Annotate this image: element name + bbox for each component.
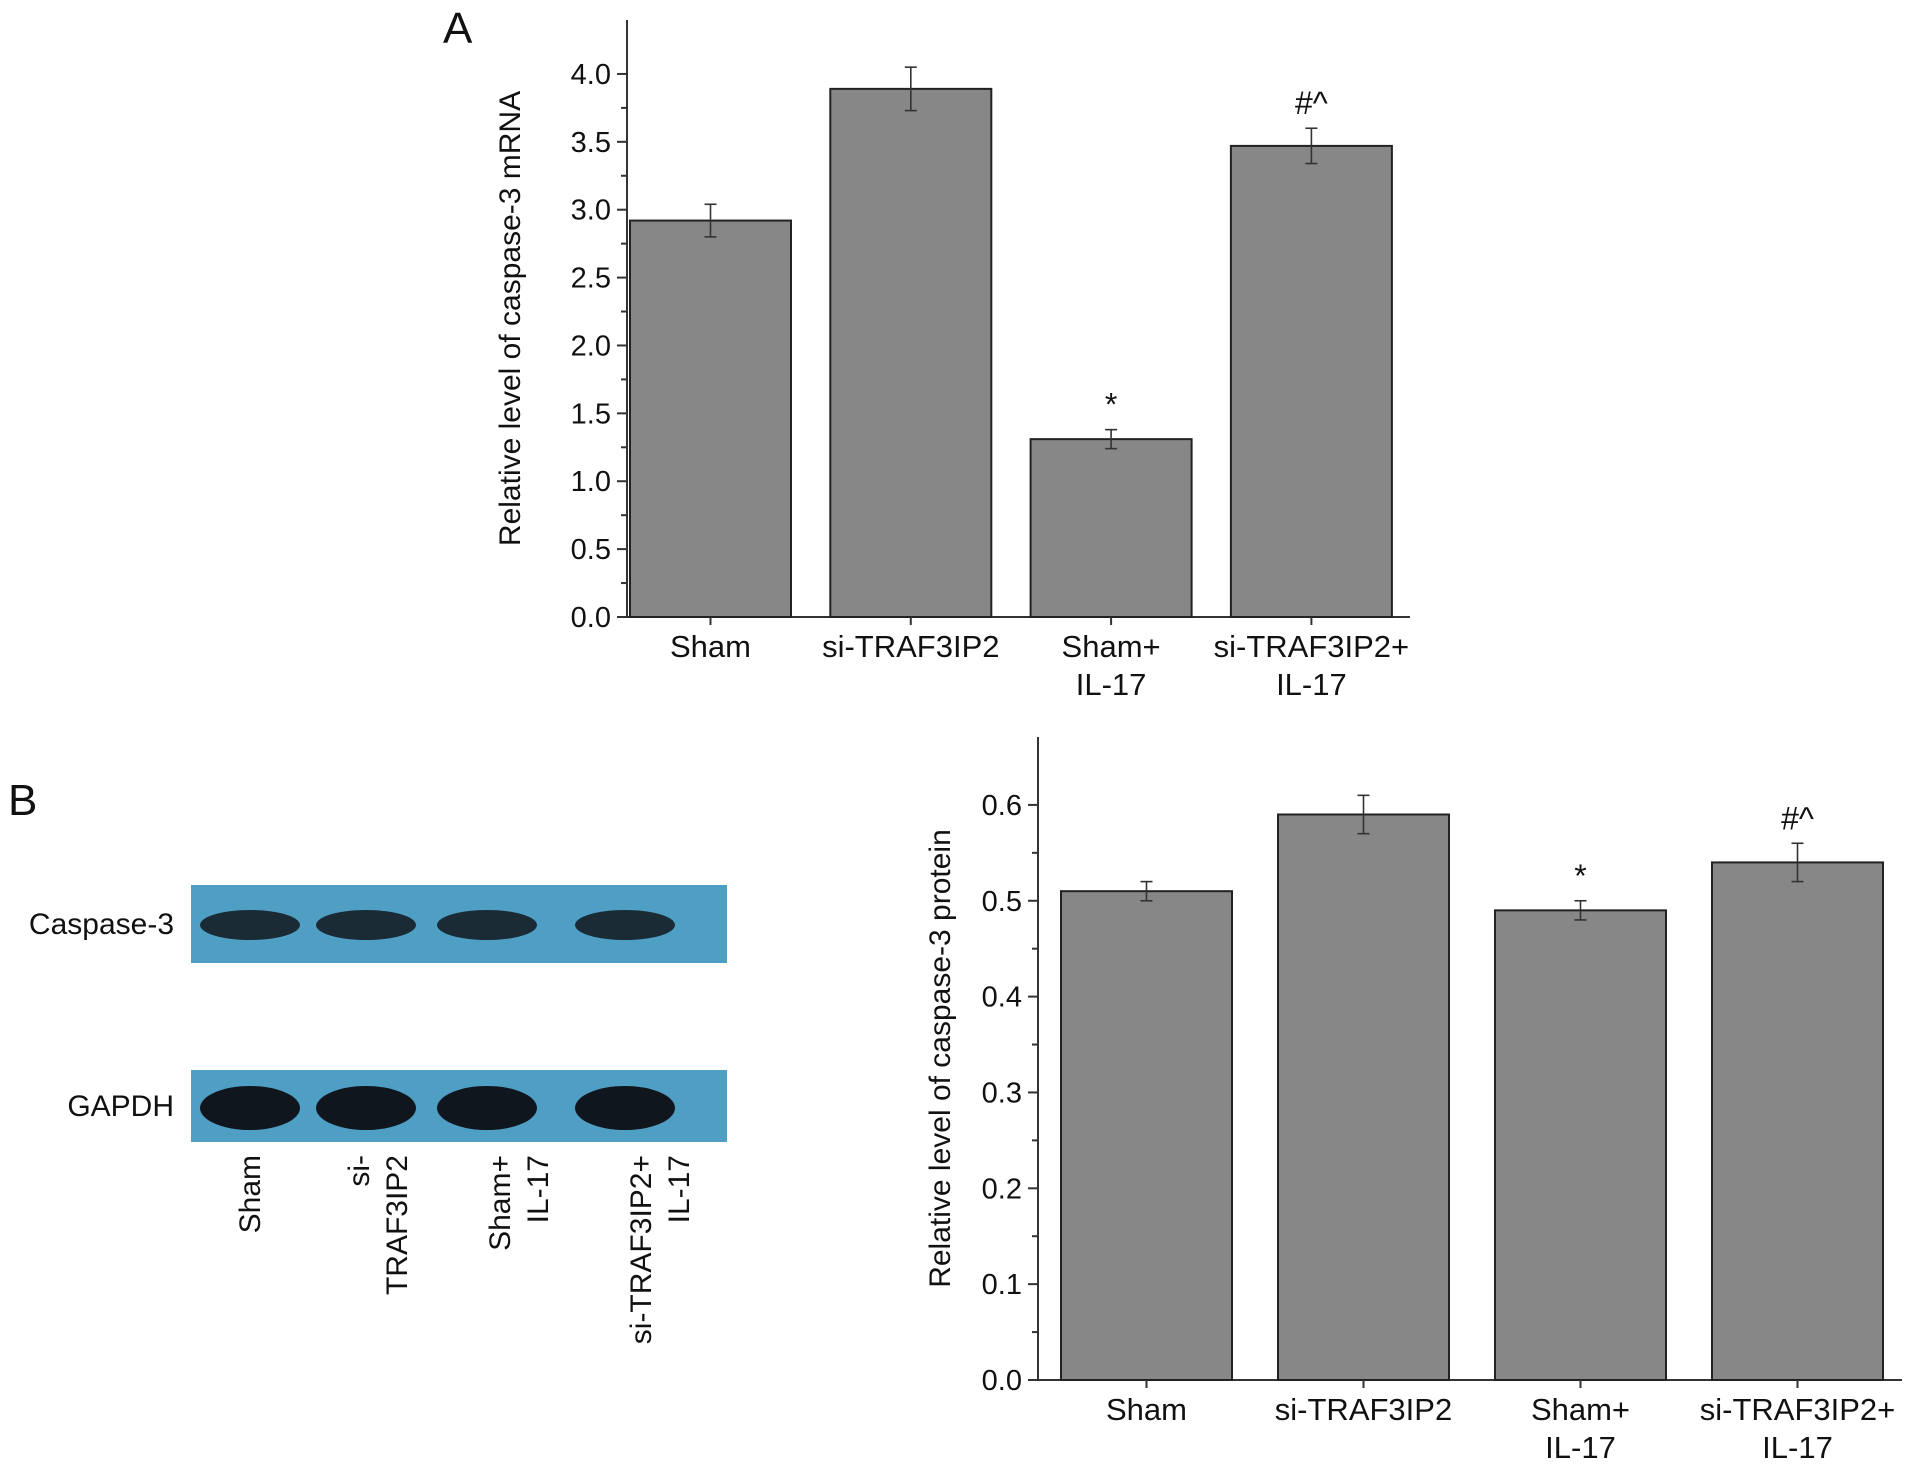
lane-label: IL-17: [522, 1155, 555, 1223]
significance-mark: *: [1574, 858, 1586, 894]
y-tick-label: 0.6: [982, 790, 1022, 822]
x-tick-label: Sham: [1106, 1392, 1187, 1427]
bar: [1494, 909, 1667, 1381]
protein-band: [200, 1086, 300, 1130]
y-tick-label: 0.0: [982, 1365, 1022, 1397]
x-tick-label: IL-17: [1762, 1430, 1833, 1465]
protein-band: [575, 1086, 675, 1130]
y-axis-label: Relative level of caspase-3 protein: [924, 829, 957, 1288]
x-tick-label: IL-17: [1545, 1430, 1616, 1465]
band-label: Caspase-3: [29, 908, 174, 941]
y-tick-label: 2.5: [571, 263, 611, 295]
y-tick-label: 0.2: [982, 1173, 1022, 1205]
x-tick-label: Sham+: [1062, 629, 1161, 664]
lane-label: Sham: [234, 1155, 267, 1233]
y-tick-label: 2.0: [571, 330, 611, 362]
significance-mark: #^: [1295, 85, 1328, 121]
panel-a-label: A: [443, 4, 473, 53]
band-label: GAPDH: [67, 1090, 174, 1123]
x-tick-label: IL-17: [1276, 667, 1347, 702]
significance-mark: #^: [1781, 800, 1814, 836]
y-tick-label: 3.5: [571, 127, 611, 159]
bar: [1029, 438, 1193, 618]
y-tick-label: 0.4: [982, 982, 1022, 1014]
y-tick-label: 1.0: [571, 466, 611, 498]
y-tick-label: 1.5: [571, 398, 611, 430]
protein-band: [575, 910, 675, 940]
y-tick-label: 0.3: [982, 1077, 1022, 1109]
y-tick-label: 4.0: [571, 59, 611, 91]
y-tick-label: 0.0: [571, 602, 611, 634]
panel-b-label: B: [8, 776, 38, 825]
lane-label: si-TRAF3IP2+: [625, 1155, 658, 1344]
bar: [1277, 813, 1450, 1381]
x-tick-label: si-TRAF3IP2+: [1700, 1392, 1896, 1427]
x-tick-label: Sham: [670, 629, 751, 664]
x-tick-label: IL-17: [1076, 667, 1147, 702]
protein-band: [437, 1086, 537, 1130]
y-tick-label: 0.5: [982, 886, 1022, 918]
x-tick-label: Sham+: [1531, 1392, 1630, 1427]
y-tick-label: 3.0: [571, 195, 611, 227]
y-tick-label: 0.5: [571, 534, 611, 566]
lane-label: TRAF3IP2: [381, 1155, 414, 1295]
bar: [1711, 861, 1884, 1381]
bar: [829, 87, 993, 618]
significance-mark: *: [1105, 387, 1117, 423]
x-tick-label: si-TRAF3IP2: [1275, 1392, 1452, 1427]
protein-band: [316, 1086, 416, 1130]
lane-label: IL-17: [663, 1155, 696, 1223]
lane-label: si-: [343, 1155, 376, 1187]
lane-label: Sham+: [484, 1155, 517, 1251]
chart-a: 0.0 0.5 1.0 1.5 2.0 2.5 3.0 3.5 4.0 Relative leve…: [494, 20, 1410, 702]
protein-band: [200, 910, 300, 940]
y-axis-label: Relative level of caspase-3 mRNA: [494, 91, 527, 546]
bar: [1060, 890, 1233, 1382]
x-tick-label: si-TRAF3IP2+: [1214, 629, 1410, 664]
bar: [629, 219, 792, 619]
x-tick-label: si-TRAF3IP2: [822, 629, 999, 664]
chart-b: 0.0 0.1 0.2 0.3 0.4 0.5 0.6 Relative level of c…: [924, 737, 1902, 1465]
bar: [1229, 144, 1393, 618]
protein-band: [437, 910, 537, 940]
protein-band: [316, 910, 416, 940]
y-tick-label: 0.1: [982, 1269, 1022, 1301]
